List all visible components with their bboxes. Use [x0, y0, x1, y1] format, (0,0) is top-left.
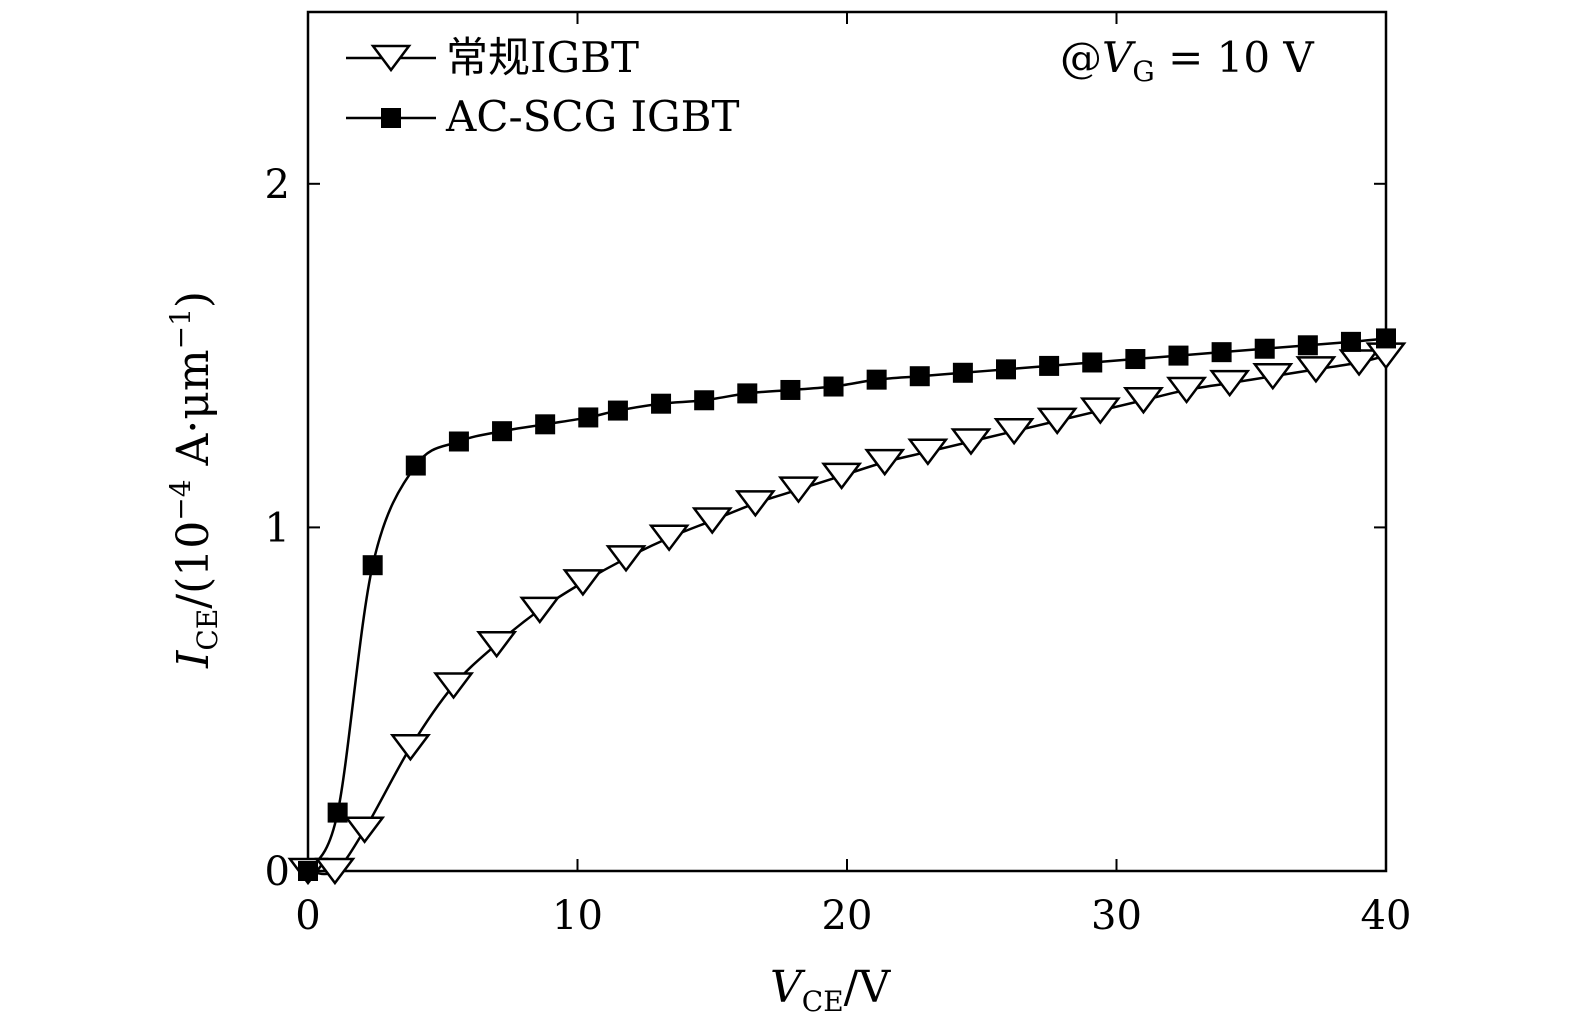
legend: 常规IGBT AC-SCG IGBT	[346, 33, 740, 141]
data-point-triangle	[433, 672, 475, 700]
data-point-square	[694, 390, 715, 411]
data-point-square	[909, 366, 930, 387]
data-point-square	[492, 421, 513, 442]
data-point-square	[780, 379, 801, 400]
data-point-square	[298, 861, 318, 881]
annotation-prefix: @	[1060, 33, 1102, 82]
data-point-square	[823, 376, 844, 397]
data-point-triangle	[1166, 376, 1208, 405]
data-point-triangle	[777, 476, 819, 504]
x-axis-title: VCE/V	[770, 962, 891, 1018]
series-line	[307, 354, 1387, 876]
data-point-triangle	[648, 524, 690, 552]
data-point-triangle	[605, 545, 647, 573]
data-point-square	[1297, 335, 1318, 356]
data-point-triangle	[864, 448, 906, 477]
legend-marker-conventional	[370, 44, 412, 73]
data-point-triangle	[821, 462, 863, 490]
gate-voltage-annotation: @VG = 10 V	[1060, 33, 1314, 88]
data-point-square	[737, 383, 758, 404]
data-point-square	[1125, 349, 1146, 370]
x-tick-label: 20	[822, 893, 873, 939]
data-point-square	[535, 414, 556, 435]
data-point-square	[866, 369, 887, 390]
y-axis-exp2: −1	[164, 308, 197, 349]
legend-label-ac-scg: AC-SCG IGBT	[445, 92, 740, 141]
annotation-sub: G	[1132, 55, 1154, 88]
data-point-square	[1211, 342, 1232, 363]
y-axis-var: I	[168, 649, 219, 669]
legend-marker-ac-scg	[381, 108, 401, 128]
series-line	[306, 337, 1387, 872]
data-point-triangle	[1036, 407, 1078, 435]
data-point-triangle	[1209, 369, 1251, 398]
data-point-triangle	[344, 816, 386, 844]
data-point-triangle	[1122, 387, 1164, 415]
data-point-square	[651, 393, 672, 414]
data-point-triangle	[907, 438, 949, 466]
data-point-square	[1254, 338, 1275, 359]
data-point-triangle	[1338, 349, 1380, 377]
data-point-triangle	[562, 569, 604, 597]
x-tick-label: 10	[552, 893, 603, 939]
data-point-triangle	[389, 734, 431, 762]
series-ac-scg-igbt	[298, 328, 1396, 881]
data-point-square	[1376, 328, 1396, 349]
x-tick-label: 40	[1361, 893, 1412, 939]
y-axis-ticks: 0 1 2	[265, 162, 1386, 895]
data-point-square	[1168, 345, 1189, 366]
y-tick-label: 1	[265, 505, 290, 551]
data-point-square	[1082, 352, 1103, 373]
data-point-triangle	[691, 507, 733, 535]
x-axis-sub: CE	[802, 985, 844, 1018]
data-point-square	[1039, 355, 1060, 376]
data-point-square	[952, 362, 973, 383]
y-tick-label: 2	[265, 162, 290, 208]
data-point-triangle	[950, 428, 992, 456]
data-point-square	[996, 359, 1017, 380]
y-tick-label: 0	[265, 849, 290, 895]
data-point-triangle	[314, 857, 356, 886]
data-point-square	[607, 400, 628, 421]
data-point-triangle	[734, 490, 776, 518]
x-tick-label: 30	[1091, 893, 1142, 939]
x-axis-suffix: /V	[844, 962, 892, 1013]
x-axis-ticks: 0 10 20 30 40	[295, 12, 1411, 939]
data-point-square	[1340, 331, 1361, 352]
data-point-square	[578, 407, 599, 428]
y-axis-mid: /(10	[168, 521, 219, 609]
x-tick-label: 0	[295, 893, 320, 939]
y-axis-sub: CE	[191, 609, 224, 651]
data-point-triangle	[1295, 356, 1337, 384]
legend-label-conventional: 常规IGBT	[446, 33, 639, 82]
data-point-square	[448, 431, 469, 452]
data-point-triangle	[993, 417, 1035, 446]
y-axis-title: ICE/(10−4 A·μm−1)	[164, 291, 224, 669]
series-conventional-igbt	[287, 342, 1407, 886]
data-point-triangle	[519, 596, 561, 624]
data-point-triangle	[1252, 362, 1294, 391]
y-axis-close: )	[168, 291, 219, 308]
data-point-square	[405, 455, 426, 476]
annotation-var: V	[1102, 33, 1136, 82]
data-point-square	[362, 555, 383, 576]
y-axis-exp1: −4	[164, 479, 197, 520]
x-axis-var: V	[770, 962, 806, 1013]
data-point-triangle	[1079, 397, 1121, 425]
y-axis-unit: A·μm	[168, 349, 219, 479]
annotation-suffix: = 10 V	[1155, 33, 1315, 82]
data-point-triangle	[476, 630, 518, 659]
data-point-square	[327, 802, 348, 823]
